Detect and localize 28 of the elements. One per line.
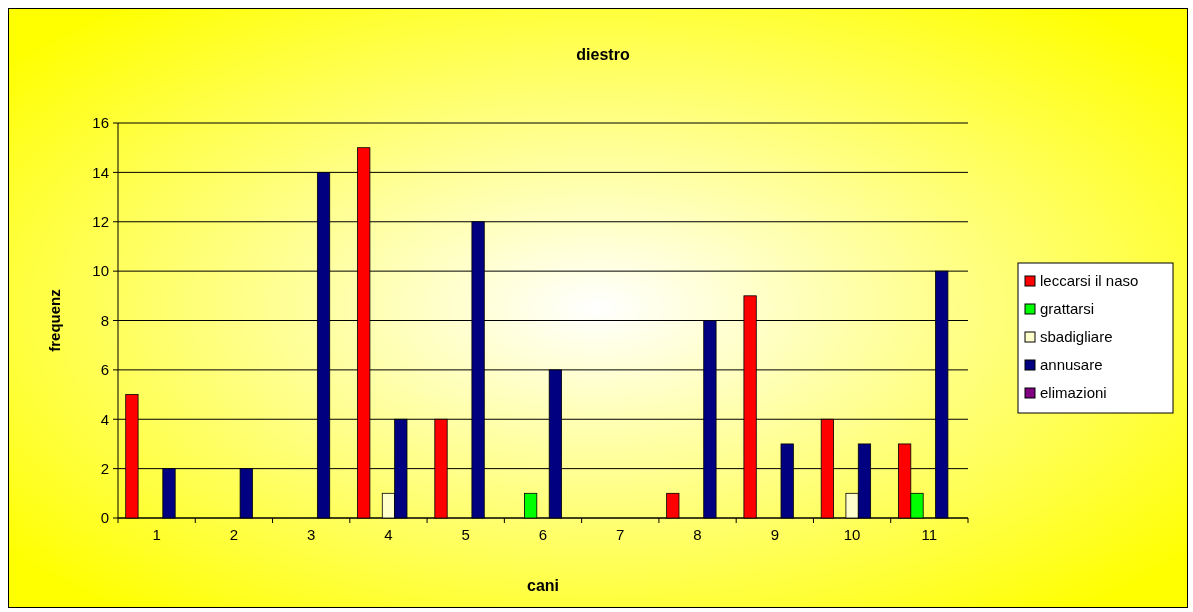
x-tick-label: 6	[538, 526, 548, 543]
x-tick-label: 11	[921, 526, 938, 543]
x-tick-label: 9	[770, 526, 779, 543]
x-tick-label: 4	[384, 526, 393, 543]
legend-label: annusare	[1040, 356, 1103, 374]
x-axis-title: cani	[526, 577, 560, 594]
y-tick-label: 16	[92, 114, 109, 132]
x-tick-label: 1	[152, 526, 161, 543]
x-tick-label: 10	[843, 526, 861, 543]
y-tick-label: 0	[100, 509, 109, 527]
x-tick-label: 2	[229, 526, 239, 543]
y-tick-label: 12	[92, 213, 109, 230]
legend-label: sbadigliare	[1040, 328, 1113, 346]
x-tick-label: 7	[616, 526, 625, 543]
legend-label: grattarsi	[1040, 300, 1095, 318]
y-tick-label: 2	[100, 459, 109, 477]
y-tick-label: 6	[100, 361, 109, 379]
legend-label: leccarsi il naso	[1040, 272, 1139, 290]
y-tick-label: 4	[100, 410, 109, 428]
y-tick-label: 8	[100, 311, 109, 329]
x-tick-label: 5	[461, 526, 470, 543]
y-axis-title: frequenz	[46, 289, 63, 352]
y-tick-label: 14	[92, 163, 109, 181]
y-tick-label: 10	[92, 262, 109, 280]
legend-label: elimazioni	[1040, 384, 1107, 402]
x-tick-label: 8	[693, 526, 702, 543]
x-tick-label: 3	[307, 526, 316, 543]
chart-title: diestro	[576, 46, 630, 63]
